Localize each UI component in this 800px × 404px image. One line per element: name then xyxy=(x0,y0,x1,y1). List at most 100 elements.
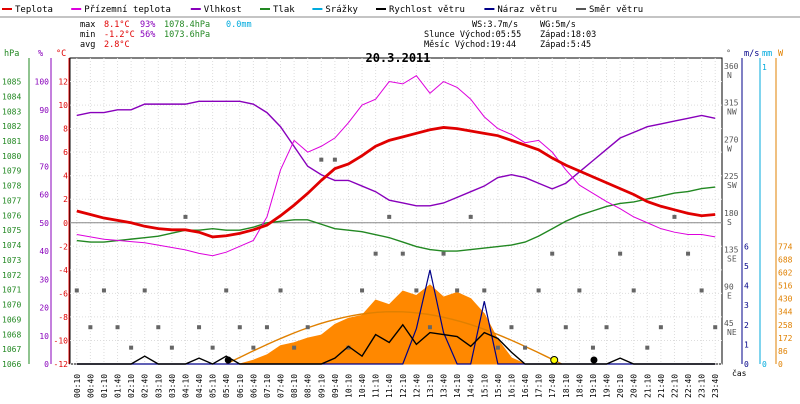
tick-hpa: 1083 xyxy=(2,107,21,116)
wind-dir-point xyxy=(577,288,582,293)
tick-x: 13:40 xyxy=(440,374,449,398)
legend-label: Směr větru xyxy=(589,5,643,15)
tick-dir-deg: 315 xyxy=(724,99,739,108)
tick-hpa: 1069 xyxy=(2,315,21,324)
tick-x: 23:40 xyxy=(711,374,720,398)
tick-x: 10:40 xyxy=(358,374,367,398)
stat-min-temp: -1.2°C xyxy=(104,30,135,40)
wind-dir-point xyxy=(156,325,161,330)
tick-hpa: 1079 xyxy=(2,167,21,176)
tick-w: 430 xyxy=(778,295,793,304)
wind-dir-point xyxy=(88,325,93,330)
legend-label: Tlak xyxy=(273,5,295,15)
tick-x: 03:10 xyxy=(154,374,163,398)
tick-x: 17:40 xyxy=(548,374,557,398)
tick-x: 01:10 xyxy=(100,374,109,398)
tick-pct: 50 xyxy=(39,219,49,228)
wind-dir-point xyxy=(427,325,432,330)
tick-x: 04:10 xyxy=(181,374,190,398)
tick-hpa: 1072 xyxy=(2,271,21,280)
tick-ms: 6 xyxy=(744,242,749,251)
tick-dir-deg: 135 xyxy=(724,246,739,255)
tick-x: 04:40 xyxy=(195,374,204,398)
tick-w: 258 xyxy=(778,321,793,330)
tick-w: 516 xyxy=(778,282,793,291)
tick-w: 86 xyxy=(778,347,788,356)
tick-x: 21:40 xyxy=(657,374,666,398)
tick-temp: -4 xyxy=(58,266,68,275)
tick-x: 08:10 xyxy=(290,374,299,398)
tick-hpa: 1076 xyxy=(2,211,21,220)
tick-temp: -12 xyxy=(54,360,69,369)
axis-mm-label: mm xyxy=(762,49,772,59)
tick-x: 16:40 xyxy=(521,374,530,398)
stat-min-hum: 56% xyxy=(140,30,155,40)
tick-x: 11:40 xyxy=(385,374,394,398)
tick-ms: 1 xyxy=(744,340,749,349)
tick-pct: 40 xyxy=(39,247,49,256)
tick-x: 05:10 xyxy=(209,374,218,398)
tick-x: 00:40 xyxy=(86,374,95,398)
tick-x: 21:10 xyxy=(643,374,652,398)
tick-x: 18:40 xyxy=(575,374,584,398)
tick-w: 602 xyxy=(778,268,793,277)
tick-hpa: 1075 xyxy=(2,226,21,235)
wind-dir-point xyxy=(346,345,351,350)
wind-dir-point xyxy=(129,345,134,350)
tick-temp: 4 xyxy=(63,172,68,181)
wind-speed-line xyxy=(76,323,716,365)
tick-temp: 2 xyxy=(63,195,68,204)
stat-max-press: 1078.4hPa xyxy=(164,20,210,30)
tick-temp: -6 xyxy=(58,289,68,298)
tick-dir-name: N xyxy=(727,71,732,80)
humidity-line xyxy=(76,100,716,207)
chart-title: 20.3.2011 xyxy=(365,51,430,65)
stat-max-label: max xyxy=(80,20,95,30)
tick-dir-deg: 270 xyxy=(724,135,739,144)
tick-pct: 100 xyxy=(35,78,50,87)
tick-w: 0 xyxy=(778,360,783,369)
tick-x: 20:40 xyxy=(630,374,639,398)
tick-temp: 10 xyxy=(58,101,68,110)
stat-moon-rise: Měsíc Východ:19:44 xyxy=(424,40,516,50)
wind-dir-point xyxy=(264,325,269,330)
wind-dir-point xyxy=(536,288,541,293)
axis-dir-label: ° xyxy=(726,49,731,59)
tick-w: 688 xyxy=(778,255,793,264)
tick-pct: 20 xyxy=(39,304,49,313)
tick-x: 01:40 xyxy=(114,374,123,398)
wind-dir-point xyxy=(509,325,514,330)
tick-x: 05:40 xyxy=(222,374,231,398)
tick-temp: 12 xyxy=(58,78,68,87)
tick-hpa: 1077 xyxy=(2,196,21,205)
tick-hpa: 1080 xyxy=(2,152,21,161)
wind-dir-point xyxy=(115,325,120,330)
tick-temp: 8 xyxy=(63,125,68,134)
tick-pct: 80 xyxy=(39,134,49,143)
tick-dir-name: SE xyxy=(727,255,737,264)
wind-dir-point xyxy=(251,345,256,350)
tick-w: 344 xyxy=(778,308,793,317)
tick-x: 20:10 xyxy=(616,374,625,398)
tick-x: 07:10 xyxy=(263,374,272,398)
tick-pct: 70 xyxy=(39,162,49,171)
stat-rain: 0.0mm xyxy=(226,20,252,30)
axis-w-label: W xyxy=(778,49,784,59)
wind-dir-point xyxy=(387,214,392,219)
tick-dir-deg: 225 xyxy=(724,172,739,181)
tick-dir-name: E xyxy=(727,291,732,300)
tick-hpa: 1074 xyxy=(2,241,21,250)
tick-mm: 0 xyxy=(762,360,767,369)
tick-dir-name: W xyxy=(727,144,732,153)
tick-x: 15:40 xyxy=(494,374,503,398)
stat-min-press: 1073.6hPa xyxy=(164,30,210,40)
wind-dir-point xyxy=(563,325,568,330)
legend-label: Vlhkost xyxy=(204,5,242,15)
wind-dir-point xyxy=(169,345,174,350)
tick-w: 172 xyxy=(778,334,793,343)
tick-x: 02:10 xyxy=(127,374,136,398)
tick-pct: 30 xyxy=(39,275,49,284)
wind-dir-point xyxy=(631,288,636,293)
wind-dir-point xyxy=(305,325,310,330)
ground-temp-line xyxy=(76,74,716,257)
